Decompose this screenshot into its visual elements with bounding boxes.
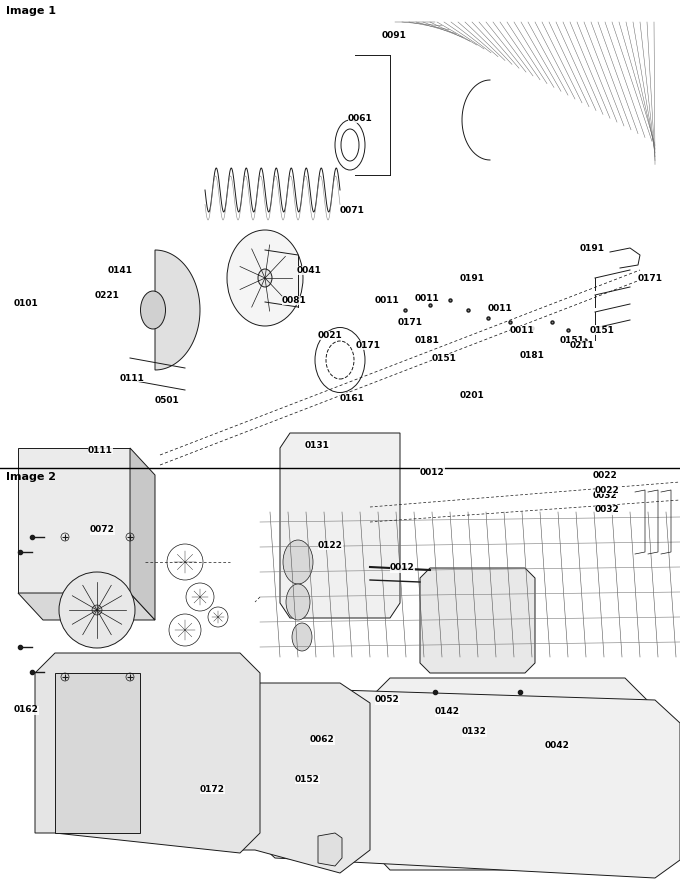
Text: 0032: 0032	[595, 505, 619, 514]
Text: 0191: 0191	[580, 243, 605, 252]
Text: 0041: 0041	[297, 266, 322, 274]
Text: 0062: 0062	[310, 735, 335, 744]
Ellipse shape	[59, 572, 135, 648]
Polygon shape	[280, 433, 400, 618]
Text: 0022: 0022	[595, 486, 619, 495]
Ellipse shape	[292, 623, 312, 651]
Text: 0151: 0151	[590, 326, 615, 335]
Text: 0171: 0171	[398, 318, 423, 327]
Text: 0161: 0161	[340, 393, 365, 402]
Text: 0122: 0122	[318, 541, 343, 550]
Polygon shape	[18, 593, 155, 620]
Polygon shape	[18, 448, 130, 593]
Text: 0042: 0042	[545, 741, 570, 749]
Text: 0032: 0032	[593, 490, 617, 499]
Ellipse shape	[141, 291, 165, 329]
Text: Image 2: Image 2	[6, 472, 56, 482]
Text: 0191: 0191	[460, 274, 485, 282]
Polygon shape	[155, 250, 200, 370]
Text: 0171: 0171	[638, 274, 663, 282]
Text: 0061: 0061	[348, 114, 373, 123]
Polygon shape	[230, 683, 370, 873]
Polygon shape	[35, 653, 260, 853]
Text: 0152: 0152	[295, 775, 320, 784]
Polygon shape	[318, 833, 342, 866]
Text: 0151: 0151	[560, 336, 585, 345]
Text: 0221: 0221	[95, 290, 120, 299]
Text: 0012: 0012	[420, 467, 445, 477]
Text: 0142: 0142	[435, 708, 460, 717]
Text: 0011: 0011	[375, 296, 400, 305]
Polygon shape	[355, 678, 660, 870]
Ellipse shape	[227, 230, 303, 326]
Ellipse shape	[92, 605, 102, 615]
Text: 0091: 0091	[382, 30, 407, 39]
Text: 0101: 0101	[14, 298, 39, 307]
Text: 0211: 0211	[570, 340, 595, 350]
Text: Image 1: Image 1	[6, 6, 56, 16]
Text: 0181: 0181	[415, 336, 440, 345]
Polygon shape	[255, 688, 680, 878]
Text: 0011: 0011	[510, 326, 534, 335]
Text: 0071: 0071	[340, 205, 365, 215]
Text: 0162: 0162	[14, 705, 39, 715]
Text: 0201: 0201	[460, 391, 485, 400]
Text: 0012: 0012	[390, 564, 415, 573]
Text: 0501: 0501	[155, 395, 180, 405]
Text: 0181: 0181	[520, 351, 545, 360]
Ellipse shape	[286, 584, 310, 620]
Text: 0081: 0081	[282, 296, 307, 305]
Text: 0052: 0052	[375, 695, 400, 704]
Text: 0131: 0131	[305, 440, 330, 449]
Text: 0111: 0111	[88, 446, 113, 455]
Text: 0072: 0072	[90, 526, 115, 535]
Text: 0011: 0011	[415, 294, 440, 303]
Polygon shape	[420, 568, 535, 673]
Text: 0021: 0021	[318, 330, 343, 339]
Text: 0132: 0132	[462, 727, 487, 736]
Ellipse shape	[283, 540, 313, 584]
Text: 0111: 0111	[120, 374, 145, 383]
Text: 0011: 0011	[488, 304, 513, 313]
Text: 0151: 0151	[432, 353, 457, 362]
Text: 0022: 0022	[593, 471, 617, 480]
Text: 0141: 0141	[108, 266, 133, 274]
Polygon shape	[55, 673, 140, 833]
Text: 0172: 0172	[200, 786, 225, 795]
Text: 0171: 0171	[356, 340, 381, 350]
Polygon shape	[130, 448, 155, 620]
Ellipse shape	[258, 269, 272, 287]
